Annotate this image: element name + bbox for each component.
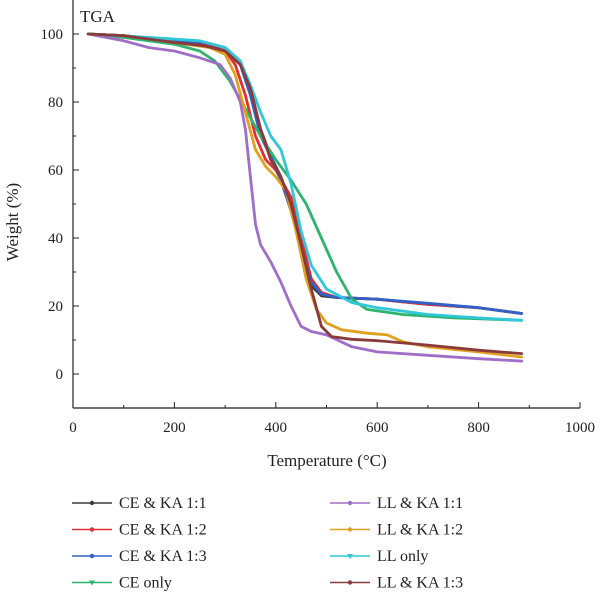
- series-line-8: [86, 32, 524, 355]
- y-axis-title: Weight (%): [3, 183, 22, 261]
- series-line-6: [86, 32, 524, 359]
- x-tick-label: 1000: [565, 420, 595, 436]
- legend-label: LL & KA 1:1: [377, 495, 463, 512]
- legend-label: LL only: [377, 548, 428, 565]
- series-layer: [86, 32, 524, 363]
- legend-label: CE & KA 1:1: [119, 495, 207, 512]
- legend-marker: [89, 527, 95, 532]
- legend-marker: [89, 500, 95, 506]
- x-tick-label: 200: [163, 420, 186, 436]
- series-line-4: [86, 32, 524, 322]
- y-tick-label: 0: [56, 367, 64, 383]
- y-tick-label: 80: [48, 95, 63, 111]
- legend-marker: [347, 554, 353, 559]
- x-tick-label: 800: [467, 420, 490, 436]
- series-line-7: [86, 32, 524, 322]
- legend-marker: [347, 527, 353, 532]
- axes: 0 200 400 600 800 1000 0 20 40 60 80 100: [41, 0, 595, 436]
- y-tick-label: 60: [48, 163, 63, 179]
- y-tick-label: 20: [48, 299, 63, 315]
- x-tick-label: 0: [69, 420, 77, 436]
- legend-label: CE & KA 1:2: [119, 522, 207, 539]
- legend-label: LL & KA 1:3: [377, 575, 463, 592]
- legend-label: CE only: [119, 575, 172, 592]
- series-line-5: [86, 32, 524, 363]
- legend-marker: [89, 553, 95, 559]
- x-tick-label: 600: [366, 420, 389, 436]
- x-axis-title: Temperature (°C): [267, 451, 386, 470]
- legend-marker: [347, 580, 353, 585]
- legend-label: CE & KA 1:3: [119, 548, 207, 565]
- legend-marker: [89, 580, 95, 586]
- y-tick-label: 100: [41, 27, 64, 43]
- x-tick-label: 400: [265, 420, 288, 436]
- legend-marker: [347, 500, 353, 506]
- legend: CE & KA 1:1 CE & KA 1:2 CE & KA 1:3 CE only…: [72, 495, 463, 592]
- chart-title: TGA: [80, 7, 116, 26]
- legend-label: LL & KA 1:2: [377, 522, 463, 539]
- y-tick-label: 40: [48, 231, 63, 247]
